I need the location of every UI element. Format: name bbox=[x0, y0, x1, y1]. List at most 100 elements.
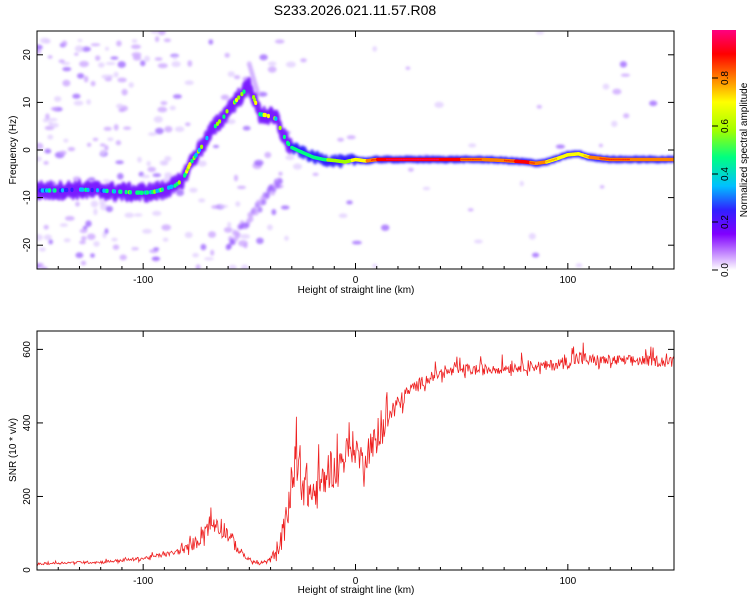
noise-speckle bbox=[104, 145, 109, 151]
colorbar-gradient bbox=[712, 30, 736, 270]
noise-speckle bbox=[119, 254, 127, 261]
ridge-core-blob bbox=[278, 125, 282, 131]
ridge-core-blob bbox=[70, 187, 74, 192]
branch-blob bbox=[253, 209, 259, 216]
ridge-core bbox=[38, 89, 674, 195]
noise-speckle bbox=[204, 257, 214, 261]
noise-speckle bbox=[271, 209, 277, 216]
colorbar-tick-label: 0.2 bbox=[720, 215, 731, 229]
noise-speckle bbox=[312, 172, 319, 176]
noise-speckle bbox=[72, 93, 81, 99]
spectrogram-x-axis-label: Height of straight line (km) bbox=[298, 285, 415, 296]
noise-speckle bbox=[105, 46, 109, 51]
noise-speckle bbox=[242, 125, 251, 131]
noise-speckle bbox=[153, 247, 160, 251]
noise-speckle bbox=[212, 144, 220, 149]
noise-speckle bbox=[37, 49, 42, 54]
noise-speckle bbox=[234, 75, 241, 80]
noise-speckle bbox=[64, 216, 75, 221]
ridge-core-blob bbox=[274, 116, 278, 121]
noise-speckle bbox=[142, 228, 152, 234]
noise-speckle bbox=[575, 263, 583, 268]
noise-speckle bbox=[58, 59, 65, 63]
noise-speckle bbox=[88, 177, 96, 182]
noise-speckle bbox=[555, 144, 566, 149]
ridge-core-blob bbox=[188, 162, 192, 167]
noise-speckle bbox=[90, 43, 101, 47]
noise-speckle bbox=[264, 151, 272, 159]
noise-speckle bbox=[103, 126, 112, 131]
noise-speckle bbox=[422, 186, 431, 191]
branch-blob bbox=[257, 206, 263, 213]
noise-speckle bbox=[195, 264, 201, 269]
noise-speckle bbox=[43, 38, 51, 44]
noise-speckle bbox=[54, 96, 62, 102]
noise-speckle bbox=[238, 240, 248, 247]
noise-speckle bbox=[293, 163, 302, 170]
ridge-core-blob bbox=[194, 152, 198, 157]
background-noise-speckles bbox=[37, 31, 658, 269]
noise-speckle bbox=[44, 148, 52, 154]
noise-speckle bbox=[74, 45, 84, 53]
noise-speckle bbox=[152, 210, 162, 216]
noise-speckle bbox=[274, 39, 285, 44]
ridge-core-blob bbox=[282, 134, 286, 140]
noise-speckle bbox=[79, 60, 89, 68]
noise-speckle bbox=[40, 266, 48, 269]
noise-speckle bbox=[171, 61, 181, 68]
noise-speckle bbox=[337, 137, 344, 142]
ridge-core-blob bbox=[254, 100, 258, 106]
noise-speckle bbox=[161, 224, 171, 231]
spectrogram-plot-area bbox=[37, 31, 674, 269]
noise-speckle bbox=[200, 243, 207, 251]
noise-speckle bbox=[85, 220, 92, 227]
noise-speckle bbox=[346, 200, 353, 205]
noise-speckle bbox=[90, 253, 95, 258]
snr-y-axis-label: SNR (10 * v/v) bbox=[8, 418, 19, 482]
noise-speckle bbox=[147, 166, 156, 173]
ridge-core-blob bbox=[215, 121, 220, 127]
ridge-core-blob bbox=[160, 187, 164, 192]
branch-blob bbox=[248, 216, 254, 222]
noise-speckle bbox=[153, 116, 163, 123]
noise-speckle bbox=[62, 67, 72, 72]
ridge-core-blob bbox=[266, 113, 270, 119]
y-tick-label: 0 bbox=[22, 147, 33, 153]
chart-title: S233.2026.021.11.57.R08 bbox=[274, 2, 437, 18]
noise-speckle bbox=[267, 66, 277, 73]
noise-speckle bbox=[63, 138, 69, 143]
noise-speckle bbox=[198, 198, 206, 203]
noise-speckle bbox=[37, 262, 44, 268]
noise-speckle bbox=[268, 61, 277, 66]
ridge-core-blob bbox=[240, 91, 244, 97]
noise-speckle bbox=[48, 239, 53, 245]
noise-speckle bbox=[105, 205, 113, 213]
colorbar-tick-label: 0.0 bbox=[720, 263, 731, 277]
noise-speckle bbox=[619, 61, 628, 68]
noise-speckle bbox=[116, 40, 122, 47]
noise-speckle bbox=[140, 60, 146, 67]
noise-speckle bbox=[184, 231, 193, 239]
noise-speckle bbox=[208, 39, 214, 45]
noise-speckle bbox=[42, 118, 49, 123]
colorbar-tick-label: 0.6 bbox=[720, 119, 731, 133]
snr-series-line bbox=[37, 342, 674, 566]
noise-speckle bbox=[155, 36, 160, 43]
y-tick-label: -20 bbox=[22, 238, 33, 253]
spectrogram-heat-layer bbox=[37, 31, 674, 269]
noise-speckle bbox=[117, 77, 127, 83]
noise-speckle bbox=[535, 31, 545, 35]
noise-speckle bbox=[284, 235, 289, 241]
ridge-core-blob bbox=[190, 158, 194, 164]
noise-speckle bbox=[163, 38, 171, 43]
noise-speckle bbox=[141, 174, 150, 179]
ridge-core-blob bbox=[222, 114, 226, 119]
noise-speckle bbox=[226, 118, 236, 125]
ridge-core-blob bbox=[145, 190, 149, 195]
noise-speckle bbox=[67, 147, 76, 152]
ridge-core-blob bbox=[197, 147, 201, 153]
noise-speckle bbox=[81, 236, 87, 241]
x-tick-label: 100 bbox=[559, 275, 576, 286]
